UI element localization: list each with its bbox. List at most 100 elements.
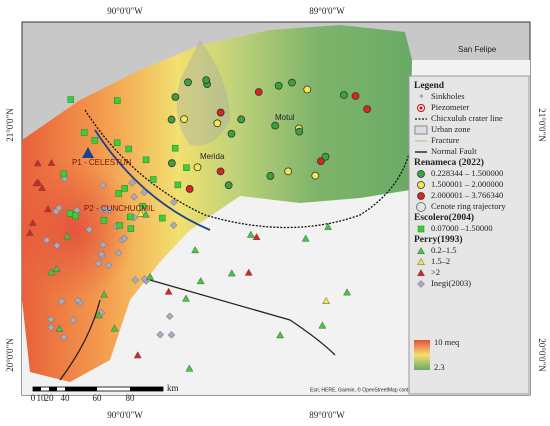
legend-label: Sinkholes bbox=[431, 91, 465, 101]
legend-label: Normal Fault bbox=[431, 146, 477, 156]
inegi-symbol bbox=[130, 193, 138, 201]
escolero-symbol bbox=[113, 139, 121, 147]
inegi-symbol bbox=[165, 312, 174, 321]
scale-bar bbox=[32, 386, 164, 392]
escolero-symbol bbox=[142, 156, 150, 164]
cenote bbox=[284, 167, 293, 176]
scale-label: 60 bbox=[93, 393, 103, 403]
perry-symbol bbox=[343, 288, 351, 296]
cenote bbox=[193, 163, 202, 172]
perry-symbol bbox=[63, 232, 72, 240]
legend-heading: Escolero(2004) bbox=[414, 212, 474, 223]
normal-fault bbox=[59, 299, 101, 381]
inegi-symbol bbox=[94, 259, 103, 268]
escolero-symbol bbox=[417, 225, 425, 233]
ramp bbox=[414, 340, 430, 370]
cenote bbox=[303, 85, 312, 94]
cenote bbox=[167, 115, 176, 124]
ring-symbol bbox=[416, 202, 426, 212]
coord-label: 21°0'0"N bbox=[5, 108, 15, 142]
legend-label: Chicxulub crater line bbox=[431, 113, 503, 123]
legend-label: Fracture bbox=[431, 135, 460, 145]
piezometer-dot bbox=[419, 106, 423, 110]
legend-label: Piezometer bbox=[431, 102, 469, 112]
inegi-symbol bbox=[131, 276, 140, 284]
escolero-symbol bbox=[139, 202, 146, 210]
cenote bbox=[417, 192, 425, 200]
perry-symbol bbox=[246, 230, 255, 238]
perry-symbol bbox=[146, 272, 155, 280]
perry-symbol bbox=[196, 277, 205, 285]
cenote bbox=[180, 115, 189, 124]
coord-label: 89°0'0"W bbox=[309, 6, 345, 16]
escolero-symbol bbox=[127, 225, 135, 232]
inegi-symbol bbox=[120, 234, 129, 243]
escolero-symbol bbox=[159, 214, 166, 222]
perry-symbol bbox=[25, 228, 34, 236]
cenote bbox=[216, 167, 225, 176]
place-label: Motul bbox=[275, 113, 295, 122]
legend-label: 0.07000 –1.50000 bbox=[431, 223, 493, 233]
perry-symbol bbox=[301, 234, 310, 242]
cenote bbox=[295, 127, 304, 136]
perry-symbol bbox=[47, 268, 56, 276]
escolero-symbol bbox=[100, 216, 108, 224]
legend-label: Urban zone bbox=[431, 124, 471, 134]
inegi-symbol bbox=[69, 316, 78, 325]
legend-label: Cenote ring trajectory bbox=[431, 201, 506, 211]
perry-symbol bbox=[28, 218, 37, 226]
perry-symbol bbox=[191, 246, 200, 254]
inegi-symbol bbox=[102, 206, 110, 214]
inegi-symbol bbox=[53, 241, 61, 250]
perry-symbol bbox=[324, 222, 332, 230]
inegi-symbol bbox=[97, 250, 106, 259]
inegi-symbol bbox=[169, 221, 178, 230]
inegi-symbol bbox=[42, 236, 51, 244]
escolero-symbol bbox=[125, 145, 132, 153]
escolero-symbol bbox=[60, 170, 68, 178]
hot-zone bbox=[15, 160, 135, 300]
inegi-symbol bbox=[167, 331, 176, 339]
coord-label: 20°0'0"N bbox=[537, 338, 547, 372]
normal-fault bbox=[149, 279, 336, 356]
cenote bbox=[351, 92, 360, 100]
ramp-label: 10 meq bbox=[434, 337, 460, 347]
perry-symbol bbox=[182, 294, 190, 302]
legend-heading: Perry(1993) bbox=[414, 234, 463, 245]
escolero-symbol bbox=[113, 97, 121, 104]
cenote bbox=[417, 170, 425, 178]
inegi-symbol bbox=[55, 204, 63, 212]
cenote bbox=[321, 152, 330, 161]
inegi-symbol bbox=[156, 330, 165, 339]
cenote bbox=[266, 172, 275, 180]
inegi-symbol bbox=[169, 198, 178, 207]
perry-symbol bbox=[417, 246, 425, 255]
scale-label: 10 bbox=[37, 393, 47, 403]
coord-label: 20°0'0"N bbox=[5, 338, 15, 372]
inegi-symbol bbox=[57, 297, 66, 306]
legend-label: >2 bbox=[431, 267, 440, 277]
perry-symbol bbox=[136, 209, 145, 217]
escolero-symbol bbox=[91, 137, 99, 144]
legend-heading: Renameca (2022) bbox=[414, 157, 484, 168]
coord-label: 89°0'0"W bbox=[309, 410, 345, 420]
place-label: San Felipe bbox=[458, 45, 497, 54]
perry-symbol bbox=[94, 311, 103, 319]
crater-line bbox=[84, 109, 411, 229]
cenote bbox=[340, 91, 348, 99]
cenote bbox=[271, 121, 280, 130]
legend-label: 1.500001 – 2.000000 bbox=[431, 179, 503, 189]
perry-symbol bbox=[185, 364, 194, 372]
cenote bbox=[417, 181, 425, 189]
inegi-symbol bbox=[104, 261, 113, 270]
legend-label: 0.2–1.5 bbox=[431, 245, 457, 255]
inegi-symbol bbox=[99, 240, 107, 249]
inegi-symbol bbox=[140, 188, 148, 197]
piezometer-triangle bbox=[82, 147, 94, 158]
perry-symbol bbox=[44, 205, 52, 213]
cenote bbox=[227, 129, 236, 138]
cenote bbox=[237, 115, 246, 124]
inegi-symbol bbox=[73, 296, 82, 305]
perry-symbol bbox=[38, 183, 47, 191]
